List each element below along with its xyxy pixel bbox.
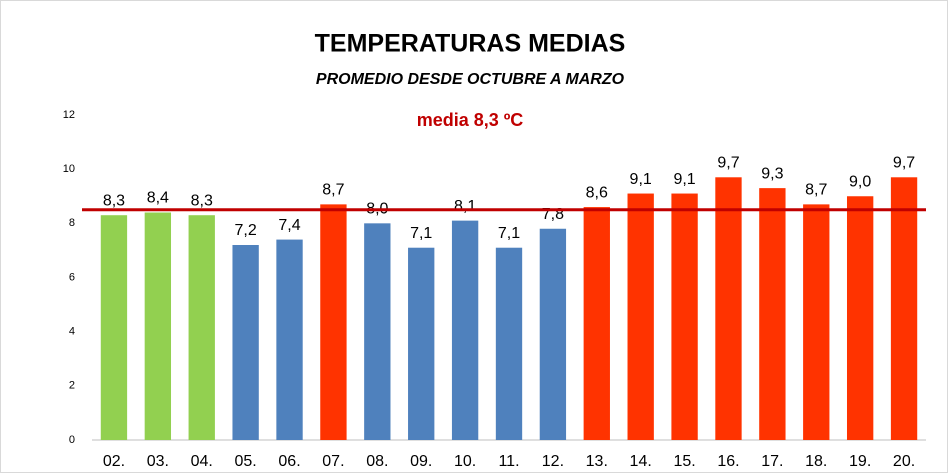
data-label: 7,1 — [498, 225, 520, 242]
data-label: 8,7 — [322, 182, 344, 199]
y-tick-label: 8 — [69, 217, 75, 229]
bar — [715, 177, 742, 440]
x-tick-label: 10. — [454, 453, 476, 470]
data-label: 9,0 — [849, 173, 871, 190]
x-tick-label: 17. — [761, 453, 783, 470]
data-label: 8,6 — [586, 184, 608, 201]
x-tick-label: 20. — [893, 453, 915, 470]
x-tick-label: 14. — [630, 453, 652, 470]
x-tick-label: 16. — [717, 453, 739, 470]
bar — [627, 193, 654, 440]
y-tick-label: 10 — [63, 163, 75, 175]
x-tick-label: 12. — [542, 453, 564, 470]
bar — [495, 247, 523, 440]
bar — [100, 215, 128, 440]
bar — [320, 204, 347, 440]
x-tick-label: 07. — [322, 453, 344, 470]
data-label: 9,7 — [893, 155, 915, 172]
data-label: 9,3 — [761, 165, 783, 182]
chart-title: TEMPERATURAS MEDIAS — [315, 30, 626, 58]
data-label: 8,4 — [147, 190, 169, 207]
bar — [803, 204, 830, 440]
data-label: 9,1 — [673, 171, 695, 188]
bar — [846, 196, 874, 440]
x-tick-label: 03. — [147, 453, 169, 470]
data-label: 8,1 — [454, 198, 476, 215]
bar — [671, 193, 698, 440]
y-tick-label: 6 — [69, 271, 75, 283]
y-tick-label: 12 — [63, 109, 75, 121]
bar — [232, 245, 259, 440]
y-tick-label: 0 — [69, 434, 75, 446]
bar — [539, 228, 567, 440]
bar — [451, 220, 479, 440]
data-label: 7,1 — [410, 225, 432, 242]
x-tick-label: 11. — [498, 453, 519, 470]
bar — [408, 247, 435, 440]
x-tick-label: 19. — [849, 453, 871, 470]
x-tick-label: 02. — [103, 453, 125, 470]
data-label: 9,1 — [630, 171, 652, 188]
bar — [759, 188, 786, 440]
bar — [890, 177, 918, 440]
data-label: 8,3 — [103, 192, 125, 209]
x-tick-label: 04. — [191, 453, 213, 470]
x-tick-label: 13. — [586, 453, 608, 470]
bar — [276, 239, 303, 440]
y-tick-label: 4 — [69, 326, 75, 338]
x-tick-label: 09. — [410, 453, 432, 470]
bar — [144, 212, 172, 440]
data-label: 7,4 — [278, 217, 300, 234]
data-label: 7,2 — [235, 222, 257, 239]
annotation: media 8,3 ºC — [417, 110, 524, 130]
bar — [188, 215, 215, 440]
bar — [583, 207, 610, 440]
data-label: 8,3 — [191, 192, 213, 209]
y-tick-label: 2 — [69, 380, 75, 392]
bar — [364, 223, 391, 440]
x-tick-label: 08. — [366, 453, 388, 470]
x-tick-label: 05. — [235, 453, 257, 470]
x-tick-label: 06. — [278, 453, 300, 470]
data-label: 8,7 — [805, 182, 827, 199]
chart-subtitle: PROMEDIO DESDE OCTUBRE A MARZO — [316, 71, 625, 88]
data-label: 9,7 — [717, 155, 739, 172]
x-tick-label: 18. — [805, 453, 827, 470]
x-tick-label: 15. — [673, 453, 695, 470]
